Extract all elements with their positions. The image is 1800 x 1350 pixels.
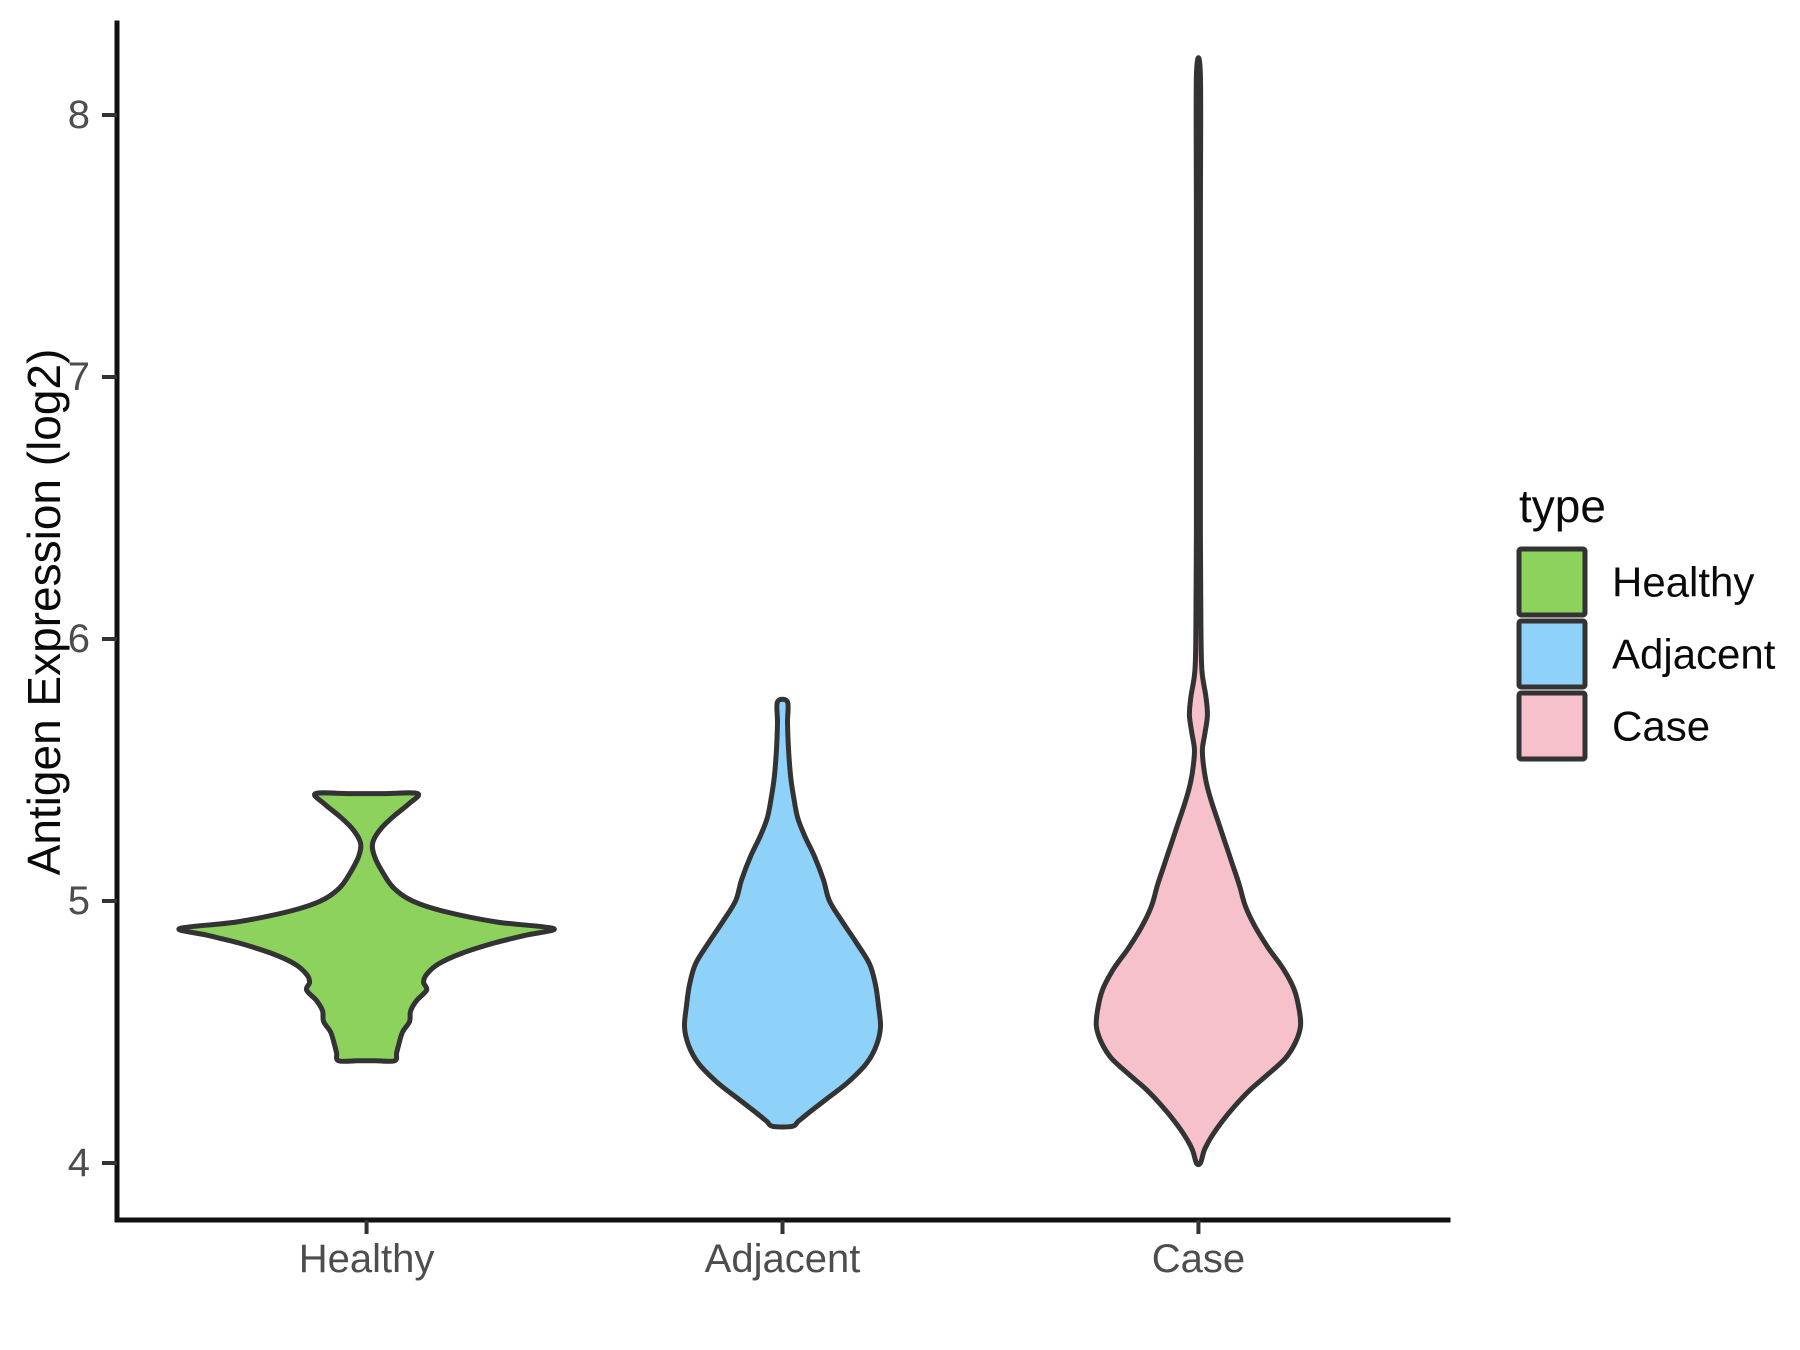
y-tick-label-5: 5 xyxy=(68,879,90,923)
legend-swatch-adjacent xyxy=(1516,618,1588,690)
x-tick-label-case: Case xyxy=(1152,1237,1245,1281)
x-tick-label-healthy: Healthy xyxy=(299,1237,435,1281)
violin-case xyxy=(1093,55,1304,1168)
y-tick-label-7: 7 xyxy=(68,355,90,399)
legend-title: type xyxy=(1519,480,1606,532)
legend-label-adjacent: Adjacent xyxy=(1612,631,1776,678)
x-tick-label-adjacent: Adjacent xyxy=(705,1237,861,1281)
violins-group xyxy=(176,55,1304,1168)
legend-swatch-healthy xyxy=(1516,546,1588,618)
y-axis-title: Antigen Expression (log2) xyxy=(18,349,70,876)
legend-label-healthy: Healthy xyxy=(1612,559,1754,606)
y-tick-label-4: 4 xyxy=(68,1141,90,1185)
y-tick-label-8: 8 xyxy=(68,93,90,137)
legend-label-case: Case xyxy=(1612,703,1710,750)
legend-swatch-case xyxy=(1516,690,1588,762)
legend: type Healthy Adjacent Case xyxy=(1516,480,1776,762)
x-axis: Healthy Adjacent Case xyxy=(114,1217,1451,1281)
y-tick-label-6: 6 xyxy=(68,617,90,661)
y-axis: 8 7 6 5 4 Antigen Expression (log2) xyxy=(18,20,120,1223)
violin-adjacent xyxy=(681,696,884,1130)
violin-healthy xyxy=(176,790,557,1064)
